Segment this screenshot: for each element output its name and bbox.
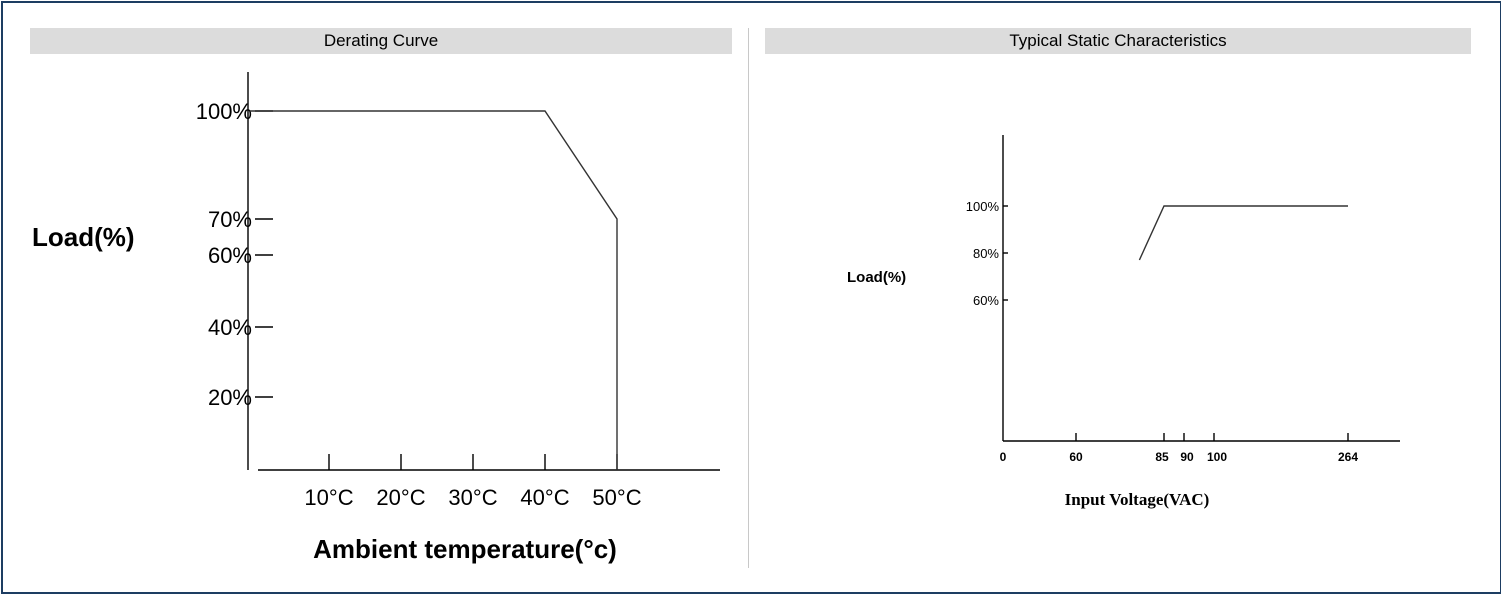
derating-x-tick-label: 20°C: [376, 485, 425, 510]
static-characteristics-panel: Typical Static Characteristics: [765, 28, 1471, 54]
derating-x-tick-label: 10°C: [304, 485, 353, 510]
derating-y-tick-label: 70%: [208, 207, 252, 232]
static-x-tick-label: 0: [1000, 450, 1007, 464]
derating-y-tick-label: 100%: [196, 99, 252, 124]
static-x-tick-label: 60: [1069, 450, 1083, 464]
static-y-tick-label: 60%: [973, 293, 999, 308]
derating-y-tick-label: 60%: [208, 243, 252, 268]
derating-x-tick-label: 40°C: [520, 485, 569, 510]
panel-divider: [748, 28, 749, 568]
static-x-tick-label: 264: [1338, 450, 1358, 464]
static-curve-line: [1138, 205, 1348, 261]
derating-x-tick-label: 50°C: [592, 485, 641, 510]
static-characteristics-title: Typical Static Characteristics: [765, 28, 1471, 54]
derating-curve-title: Derating Curve: [30, 28, 732, 54]
derating-curve-line: [249, 110, 618, 470]
static-y-tick-label: 80%: [973, 246, 999, 261]
static-y-axis-label: Load(%): [847, 269, 906, 286]
derating-y-axis-label: Load(%): [32, 222, 135, 252]
static-x-axis-label: Input Voltage(VAC): [1065, 490, 1210, 509]
static-x-tick-label: 90: [1180, 450, 1194, 464]
derating-y-tick-label: 40%: [208, 315, 252, 340]
static-x-tick-label: 85: [1155, 450, 1169, 464]
static-y-tick-label: 100%: [966, 199, 1000, 214]
derating-curve-panel: Derating Curve: [30, 28, 732, 54]
derating-x-tick-label: 30°C: [448, 485, 497, 510]
derating-x-axis-label: Ambient temperature(°c): [313, 534, 617, 564]
static-x-tick-label: 100: [1207, 450, 1227, 464]
derating-y-tick-label: 20%: [208, 385, 252, 410]
